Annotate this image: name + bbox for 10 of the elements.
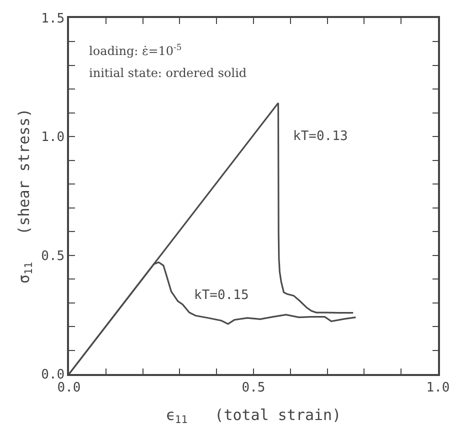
y-tick-label: 0.0 — [41, 368, 65, 383]
annotation: loading: ε̇=10$^{-5}$ — [89, 42, 182, 58]
y-tick-label: 0.5 — [41, 248, 65, 264]
series-label: kT=0.13 — [293, 129, 348, 144]
text: 0.0 — [57, 380, 81, 396]
y-tick-label: 1.0 — [41, 130, 65, 146]
y-tick-label: 1.5 — [41, 12, 65, 27]
series-label: kT=0.15 — [194, 288, 249, 303]
text: ϵ$_{11}$ (total strain) — [166, 406, 342, 426]
annotation: initial state: ordered solid — [89, 66, 247, 80]
